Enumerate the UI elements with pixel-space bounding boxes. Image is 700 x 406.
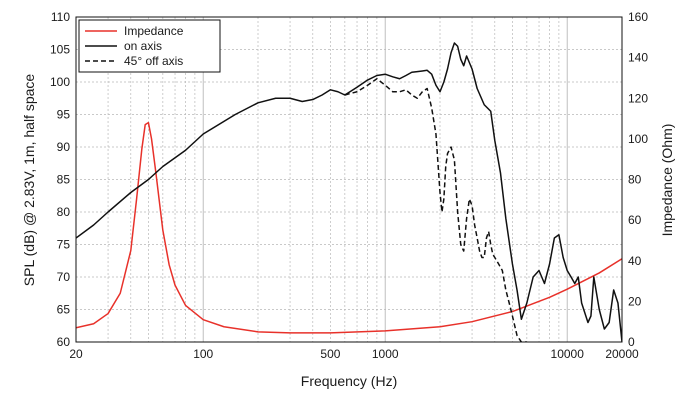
on-axis-curve <box>76 42 622 342</box>
y-right-tick-label: 20 <box>628 294 642 308</box>
legend-label-impedance: Impedance <box>124 24 184 38</box>
x-tick-label: 10000 <box>551 347 585 361</box>
y-right-tick-label: 120 <box>628 91 648 105</box>
y-left-tick-label: 80 <box>57 205 71 219</box>
x-tick-label: 1000 <box>372 347 399 361</box>
y-left-tick-label: 100 <box>50 75 70 89</box>
y-right-tick-label: 60 <box>628 213 642 227</box>
y-right-tick-label: 160 <box>628 10 648 24</box>
off-axis-curve <box>344 78 527 342</box>
grid <box>76 17 622 342</box>
legend-label-off-axis: 45° off axis <box>124 54 183 68</box>
y-axis-right-title: Impedance (Ohm) <box>659 124 675 237</box>
legend-label-on-axis: on axis <box>124 39 162 53</box>
y-axis-left-title: SPL (dB) @ 2.83V, 1m, half space <box>21 74 37 287</box>
data-series <box>76 42 622 342</box>
y-left-tick-label: 70 <box>57 270 71 284</box>
y-left-tick-label: 60 <box>57 335 71 349</box>
plot-frame <box>75 16 623 343</box>
y-left-tick-label: 95 <box>57 108 71 122</box>
y-right-tick-label: 80 <box>628 173 642 187</box>
axis-ticks: 20 100 500 1000 10000 20000606570758085909510… <box>50 10 648 361</box>
x-axis-title: Frequency (Hz) <box>301 373 397 389</box>
x-tick-label: 20 <box>69 347 83 361</box>
x-tick-label: 100 <box>193 347 213 361</box>
legend: Impedance on axis 45° off axis <box>78 19 221 73</box>
y-right-tick-label: 0 <box>628 335 635 349</box>
y-left-tick-label: 75 <box>57 238 71 252</box>
impedance-curve <box>76 121 622 334</box>
x-tick-label: 500 <box>320 347 340 361</box>
y-right-tick-label: 100 <box>628 132 648 146</box>
y-left-tick-label: 65 <box>57 303 71 317</box>
y-left-tick-label: 105 <box>50 43 70 57</box>
y-left-tick-label: 85 <box>57 173 71 187</box>
y-left-tick-label: 110 <box>51 10 70 24</box>
y-right-tick-label: 140 <box>628 51 648 65</box>
x-tick-label: 20000 <box>605 347 639 361</box>
y-left-tick-label: 90 <box>57 140 71 154</box>
y-right-tick-label: 40 <box>628 254 642 268</box>
